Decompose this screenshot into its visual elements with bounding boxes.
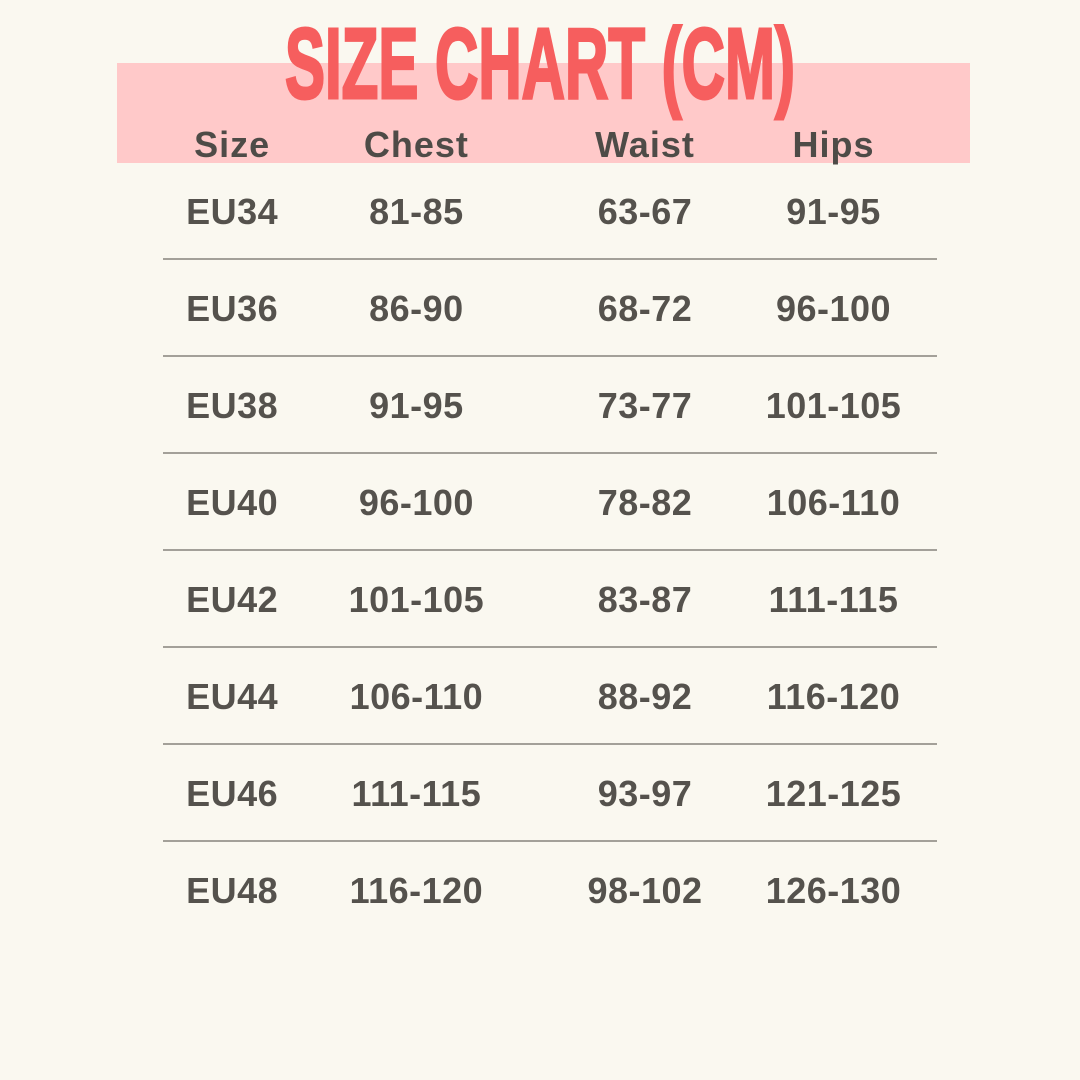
column-header-size: Size [194, 123, 271, 165]
cell-hips: 111-115 [768, 578, 899, 620]
cell-chest: 86-90 [369, 287, 464, 329]
cell-waist: 73-77 [597, 384, 693, 426]
table-row: EU34 81-85 63-67 91-95 [117, 163, 970, 260]
cell-waist: 88-92 [597, 675, 693, 717]
cell-waist: 98-102 [587, 869, 703, 911]
cell-size: EU46 [186, 772, 279, 814]
table-row: EU42 101-105 83-87 111-115 [117, 551, 970, 648]
cell-size: EU40 [186, 481, 279, 523]
size-table: EU34 81-85 63-67 91-95 EU36 86-90 68-72 … [117, 163, 970, 939]
table-row: EU48 116-120 98-102 126-130 [117, 842, 970, 939]
cell-waist: 93-97 [597, 772, 693, 814]
table-row: EU40 96-100 78-82 106-110 [117, 454, 970, 551]
cell-size: EU36 [186, 287, 279, 329]
table-row: EU38 91-95 73-77 101-105 [117, 357, 970, 454]
cell-chest: 111-115 [351, 772, 482, 814]
cell-waist: 78-82 [597, 481, 693, 523]
cell-size: EU34 [186, 190, 279, 232]
cell-chest: 91-95 [369, 384, 464, 426]
cell-hips: 106-110 [766, 481, 901, 523]
table-row: EU36 86-90 68-72 96-100 [117, 260, 970, 357]
cell-hips: 101-105 [765, 384, 902, 426]
table-row: EU46 111-115 93-97 121-125 [117, 745, 970, 842]
cell-chest: 116-120 [349, 869, 484, 911]
cell-chest: 101-105 [348, 578, 485, 620]
cell-waist: 63-67 [597, 190, 693, 232]
cell-size: EU44 [186, 675, 279, 717]
cell-chest: 81-85 [369, 190, 464, 232]
column-header-hips: Hips [792, 123, 875, 165]
page-title-text: SIZE CHART (CM) [284, 8, 796, 120]
table-row: EU44 106-110 88-92 116-120 [117, 648, 970, 745]
cell-hips: 91-95 [786, 190, 881, 232]
cell-waist: 68-72 [597, 287, 693, 329]
cell-hips: 121-125 [765, 772, 902, 814]
cell-size: EU48 [186, 869, 279, 911]
column-header-waist: Waist [595, 123, 695, 165]
column-header-chest: Chest [363, 123, 469, 165]
cell-size: EU38 [186, 384, 279, 426]
cell-hips: 126-130 [765, 869, 902, 911]
cell-hips: 96-100 [775, 287, 892, 329]
cell-chest: 106-110 [349, 675, 484, 717]
header-band: Size Chest Waist Hips [117, 63, 970, 165]
cell-size: EU42 [186, 578, 279, 620]
table-header-row: Size Chest Waist Hips [117, 123, 970, 165]
page-title: SIZE CHART (CM) [0, 8, 1080, 120]
cell-waist: 83-87 [597, 578, 693, 620]
cell-hips: 116-120 [766, 675, 901, 717]
cell-chest: 96-100 [358, 481, 474, 523]
